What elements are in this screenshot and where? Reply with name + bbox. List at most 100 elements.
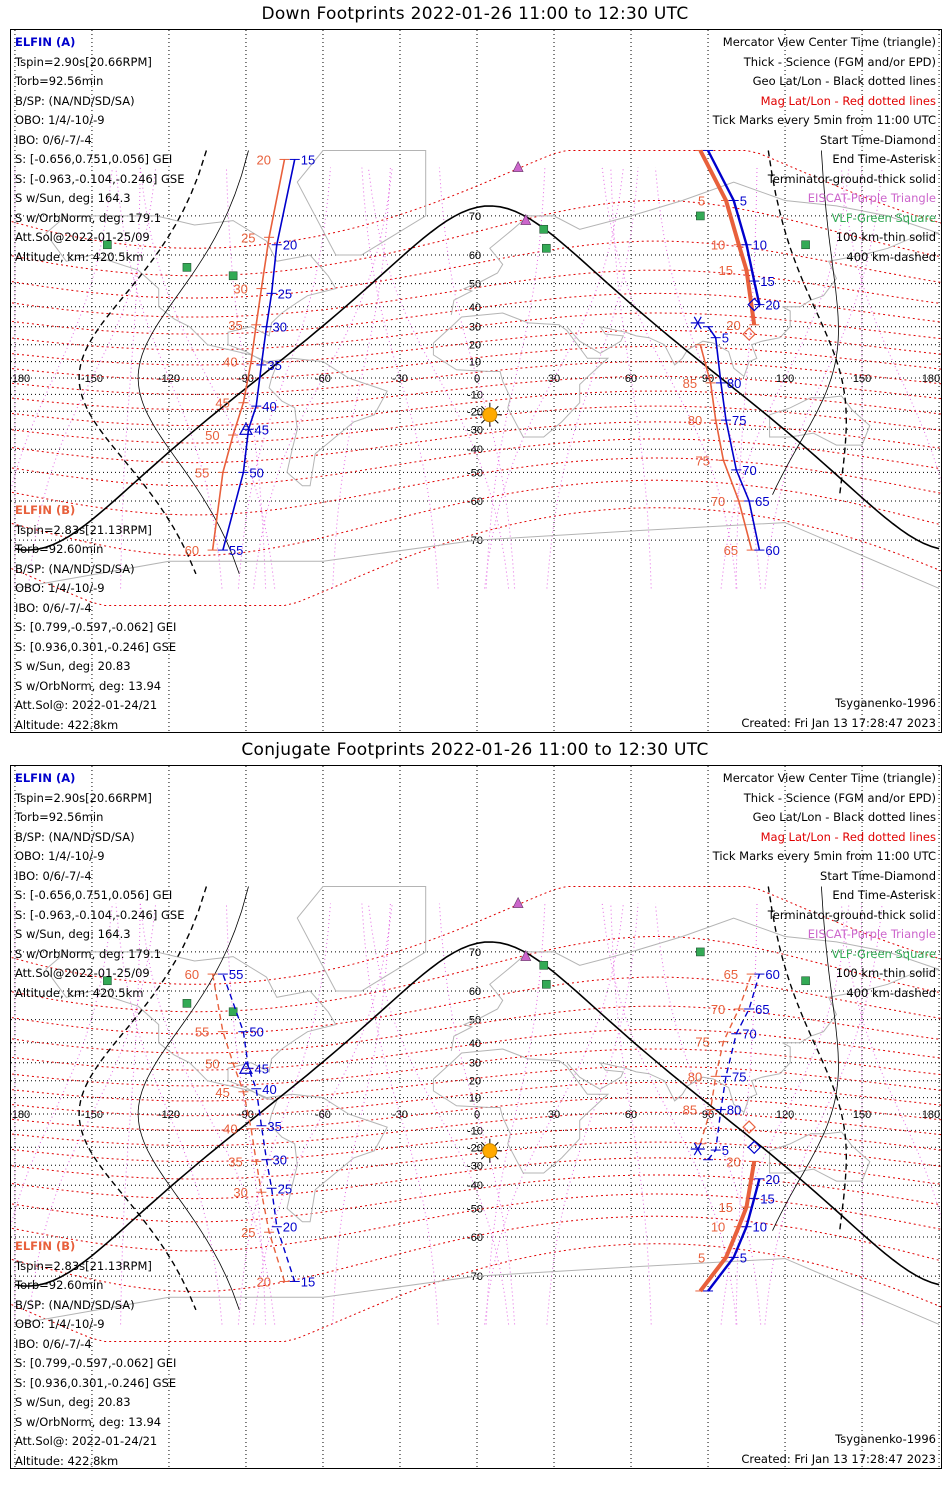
tick-minute-label: 45 xyxy=(215,396,229,411)
lat-tick-label: -70 xyxy=(467,1271,483,1283)
elfin-b-line: S w/OrbNorm, deg: 13.94 xyxy=(15,678,162,693)
tick-minute-label: 30 xyxy=(273,1153,287,1168)
lon-tick-label: 30 xyxy=(548,1109,560,1121)
mag-parallel xyxy=(11,438,941,487)
lat-tick-label: 60 xyxy=(469,250,481,262)
elfin-a-conj-track-west xyxy=(222,973,296,1282)
elfin-a-line: S: [-0.963,-0.104,-0.246] GSE xyxy=(15,907,185,922)
legend-item: Geo Lat/Lon - Black dotted lines xyxy=(752,74,936,88)
mag-parallel xyxy=(11,886,941,985)
mag-meridian xyxy=(332,903,391,1325)
mag-meridian xyxy=(601,903,738,1325)
elfin-b-line: IBO: 0/6/-7/-4 xyxy=(15,600,92,615)
tick-minute-label: 45 xyxy=(255,1061,269,1076)
tick-minute-label: 30 xyxy=(273,320,287,335)
vlf-square-icon xyxy=(228,1007,238,1017)
lon-tick-label: 0 xyxy=(474,1109,480,1121)
tick-minute-label: 5 xyxy=(698,1250,705,1265)
elfin-a-heading: ELFIN (A) xyxy=(15,771,76,785)
mag-meridian xyxy=(764,167,883,589)
mag-parallel xyxy=(11,457,941,516)
created-label: Created: Fri Jan 13 17:28:47 2023 xyxy=(741,1452,936,1466)
mag-meridian xyxy=(139,167,276,589)
elfin-a-line: Tspin=2.90s[20.66RPM] xyxy=(15,790,152,805)
legend-item: Mercator View Center Time (triangle) xyxy=(722,771,936,785)
elfin-a-line: S w/Sun, deg: 164.3 xyxy=(15,191,131,205)
tick-minute-label: 20 xyxy=(765,298,779,313)
vlf-square-icon xyxy=(696,947,705,957)
model-label: Tsyganenko-1996 xyxy=(835,696,936,710)
terminator-400km xyxy=(78,886,208,1311)
tick-minute-label: 65 xyxy=(755,494,769,509)
mag-parallel xyxy=(11,292,941,335)
lat-tick-label: 20 xyxy=(469,340,481,352)
legend-item: 100 km-thin solid xyxy=(835,966,936,980)
lon-tick-label: -90 xyxy=(238,373,254,385)
legend-item: Terminator-ground-thick solid xyxy=(767,907,936,922)
legend-item: End Time-Asterisk xyxy=(832,888,936,902)
mag-parallel xyxy=(11,1111,941,1147)
mag-meridian xyxy=(764,903,883,1325)
elfin-a-line: IBO: 0/6/-7/-4 xyxy=(15,868,92,883)
elfin-a-info-down: ELFIN (A) Tspin=2.90s[20.66RPM] Torb=92.… xyxy=(15,33,184,267)
mag-parallel xyxy=(11,935,941,1013)
legend-down: Mercator View Center Time (triangle) Thi… xyxy=(713,33,936,267)
tick-minute-label: 30 xyxy=(233,1185,247,1200)
legend-item: 400 km-dashed xyxy=(846,249,936,264)
tick-minute-label: 25 xyxy=(241,230,255,245)
vlf-square-icon xyxy=(182,999,192,1008)
elfin-a-line: Torb=92.56min xyxy=(15,74,104,88)
mag-meridian xyxy=(27,167,157,589)
lat-tick-label: 40 xyxy=(469,302,481,314)
tick-minute-label: 75 xyxy=(695,1035,709,1050)
tick-minute-label: 80 xyxy=(727,376,741,391)
elfin-b-line: Altitude: 422.8km xyxy=(15,717,119,732)
legend-item: Mercator View Center Time (triangle) xyxy=(722,35,936,49)
mag-parallel xyxy=(11,405,941,444)
tick-minute-label: 20 xyxy=(256,152,270,167)
tick-minute-label: 15 xyxy=(301,152,315,167)
coastline xyxy=(566,232,940,378)
lat-tick-label: -10 xyxy=(467,1125,483,1137)
tick-minute-label: 25 xyxy=(278,1181,292,1196)
eiscat-triangle-icon xyxy=(520,949,532,961)
lon-tick-label: -30 xyxy=(392,1109,408,1121)
mag-meridian xyxy=(720,167,850,589)
vlf-square-icon xyxy=(801,240,810,250)
tick-minute-label: 50 xyxy=(205,1056,219,1071)
lat-tick-label: 60 xyxy=(469,986,481,998)
mag-parallel xyxy=(11,1081,941,1117)
elfin-a-line: S: [-0.963,-0.104,-0.246] GSE xyxy=(15,171,185,186)
mag-parallel xyxy=(11,375,941,411)
mag-meridian xyxy=(546,903,639,1325)
lat-tick-label: -60 xyxy=(467,1232,483,1244)
tick-minute-label: 35 xyxy=(267,358,281,373)
tick-minute-label: 5 xyxy=(698,193,705,208)
tick-minute-label: 10 xyxy=(711,238,725,253)
lat-tick-label: -60 xyxy=(467,496,483,508)
lat-tick-label: 50 xyxy=(469,279,481,291)
lat-tick-label: 10 xyxy=(469,357,481,369)
terminator-100km xyxy=(137,886,249,1311)
model-label: Tsyganenko-1996 xyxy=(835,1432,936,1446)
tick-minute-label: 65 xyxy=(755,1002,769,1017)
elfin-b-line: Tspin=2.83s[21.13RPM] xyxy=(15,1258,152,1273)
tick-minute-label: 60 xyxy=(185,967,199,982)
mag-parallel xyxy=(11,1243,941,1342)
terminator-100km xyxy=(137,150,249,575)
lon-tick-label: 180 xyxy=(922,373,940,385)
elfin-b-line: S: [0.799,-0.597,-0.062] GEI xyxy=(15,1356,177,1370)
tick-minute-label: 40 xyxy=(223,355,237,370)
map-frame-down: 70 60 50 40 30 20 10 -10 -20 -30 -40 -50 -60 -70 180 -1… xyxy=(10,29,942,733)
tick-minute-label: 10 xyxy=(753,238,767,253)
tick-minute-label: 20 xyxy=(256,1274,270,1289)
mag-meridian xyxy=(11,903,113,1228)
tick-minute-label: 35 xyxy=(267,1119,281,1134)
coastline xyxy=(769,1131,871,1182)
legend-item: EISCAT-Purple Triangle xyxy=(807,191,936,205)
tick-minute-label: 40 xyxy=(262,399,276,414)
vlf-square-icon xyxy=(696,211,705,221)
eiscat-triangle-icon xyxy=(512,896,524,908)
